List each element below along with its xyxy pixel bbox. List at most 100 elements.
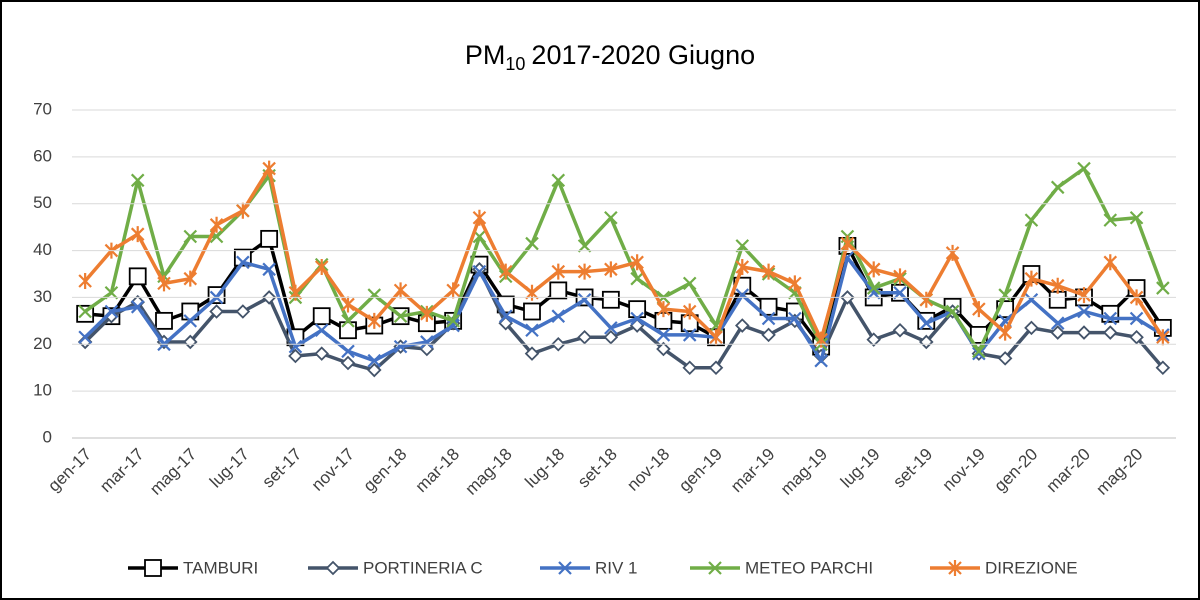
marker — [367, 362, 382, 378]
marker-shape — [78, 304, 92, 319]
marker — [1103, 213, 1118, 227]
marker — [1024, 270, 1039, 287]
chart-title: PM10 2017-2020 Giugno — [465, 40, 755, 74]
marker-shape — [393, 282, 408, 299]
marker — [1050, 180, 1065, 195]
marker — [78, 330, 92, 345]
marker — [682, 303, 697, 320]
marker — [709, 329, 723, 346]
marker-shape — [630, 271, 644, 286]
marker — [104, 304, 119, 319]
legend-item: METEO PARCHI — [690, 558, 873, 577]
marker-shape — [1155, 360, 1171, 375]
marker — [128, 267, 147, 286]
marker — [1129, 210, 1144, 225]
marker-shape — [630, 254, 644, 271]
marker-shape — [948, 560, 962, 576]
marker — [78, 273, 92, 290]
marker-shape — [892, 322, 908, 338]
marker — [604, 321, 618, 335]
marker — [393, 309, 408, 323]
marker-shape — [1050, 325, 1065, 340]
marker — [260, 229, 279, 248]
marker — [1155, 360, 1171, 375]
marker-shape — [735, 288, 750, 302]
marker — [420, 335, 434, 349]
marker — [948, 560, 962, 576]
marker-shape — [525, 236, 539, 251]
marker — [314, 258, 329, 275]
marker-shape — [472, 209, 487, 226]
marker — [735, 318, 750, 333]
marker — [472, 264, 487, 279]
marker — [104, 285, 119, 300]
marker — [972, 301, 986, 318]
marker-shape — [498, 263, 513, 280]
marker-shape — [1050, 277, 1065, 294]
marker — [524, 346, 540, 361]
marker — [577, 239, 592, 253]
marker-shape — [866, 285, 881, 300]
marker-shape — [288, 284, 303, 301]
marker-shape — [262, 160, 276, 177]
y-tick-label: 70 — [33, 99, 52, 118]
marker — [1077, 161, 1091, 176]
marker — [339, 321, 357, 340]
marker-shape — [288, 348, 303, 364]
marker — [341, 296, 355, 313]
marker-shape — [603, 329, 619, 345]
marker-shape — [577, 239, 592, 253]
marker — [236, 255, 250, 270]
marker — [1156, 281, 1170, 295]
marker-shape — [144, 559, 162, 577]
marker — [525, 323, 539, 338]
marker — [340, 355, 356, 371]
marker-shape — [1103, 254, 1118, 271]
marker-shape — [524, 346, 540, 361]
marker — [183, 229, 198, 244]
marker-shape — [866, 261, 881, 278]
y-tick-label: 0 — [43, 427, 52, 446]
marker — [262, 262, 276, 277]
marker-shape — [1048, 290, 1067, 309]
marker-shape — [708, 360, 724, 375]
marker-shape — [551, 263, 566, 280]
marker-shape — [558, 561, 572, 575]
marker — [558, 561, 572, 575]
marker — [288, 348, 303, 364]
marker — [78, 304, 92, 319]
marker-shape — [577, 329, 592, 345]
marker-shape — [420, 305, 434, 322]
y-tick-label: 40 — [33, 240, 52, 259]
marker — [498, 263, 513, 280]
marker-shape — [945, 244, 960, 261]
marker-shape — [604, 210, 618, 225]
marker — [288, 339, 303, 354]
marker — [1156, 329, 1170, 346]
marker-shape — [314, 323, 329, 338]
marker — [840, 235, 855, 252]
marker — [866, 285, 881, 300]
marker-shape — [814, 331, 828, 348]
marker-shape — [288, 339, 303, 354]
marker-shape — [1129, 311, 1144, 326]
marker-shape — [262, 262, 276, 277]
marker-shape — [577, 263, 592, 280]
marker-shape — [1024, 270, 1039, 287]
marker — [892, 322, 908, 338]
marker-shape — [1103, 311, 1118, 326]
marker-shape — [761, 263, 776, 280]
marker-shape — [919, 316, 934, 330]
marker-shape — [577, 292, 592, 307]
marker — [312, 307, 331, 326]
marker — [341, 314, 355, 328]
marker — [367, 288, 382, 302]
marker-shape — [1024, 292, 1039, 307]
marker — [1050, 277, 1065, 294]
marker — [759, 297, 778, 316]
marker-shape — [604, 321, 618, 335]
marker — [893, 268, 907, 285]
marker-shape — [525, 284, 539, 301]
marker-shape — [601, 290, 620, 309]
